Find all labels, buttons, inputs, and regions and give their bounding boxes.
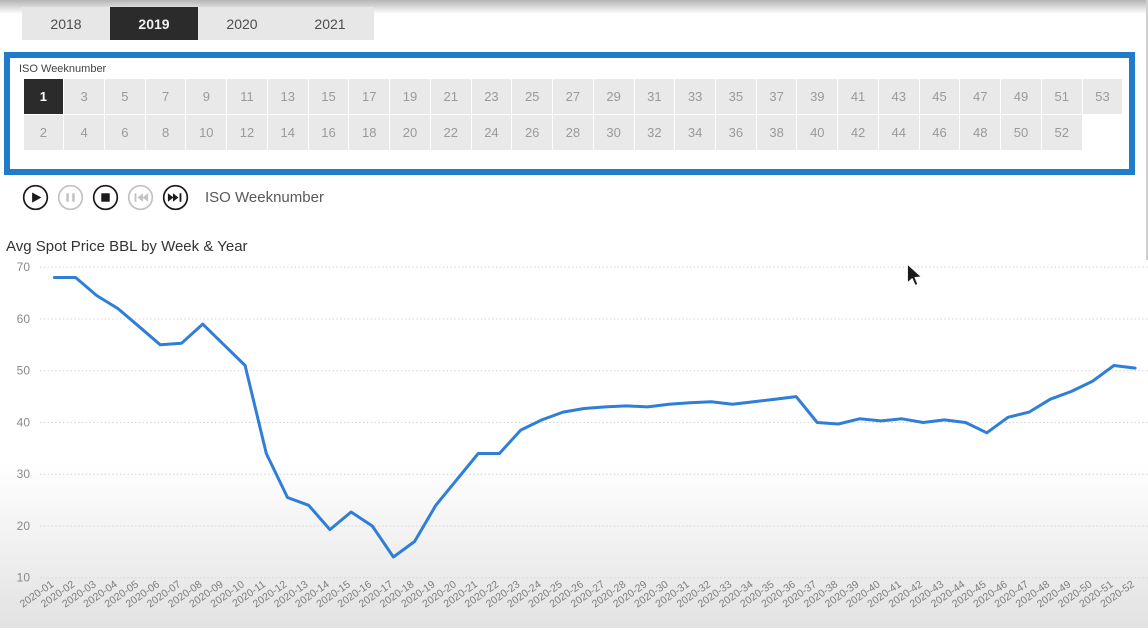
svg-text:20: 20 — [17, 519, 31, 533]
svg-text:60: 60 — [17, 312, 31, 326]
svg-text:50: 50 — [17, 364, 31, 378]
svg-text:70: 70 — [17, 260, 31, 274]
svg-text:30: 30 — [17, 467, 31, 481]
svg-text:10: 10 — [17, 571, 31, 585]
svg-text:40: 40 — [17, 415, 31, 429]
